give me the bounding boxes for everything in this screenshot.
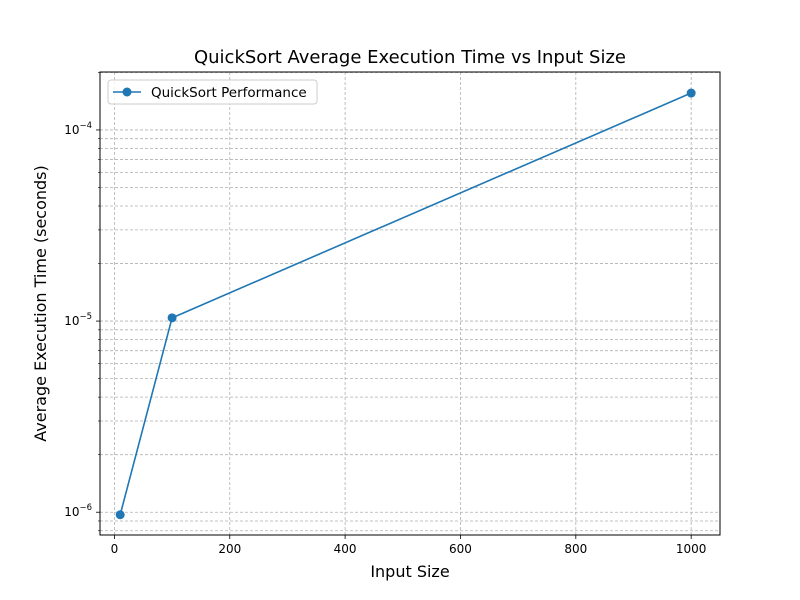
x-tick-label: 400 — [334, 542, 357, 556]
y-tick-label: 10−6 — [64, 503, 92, 519]
legend-box — [107, 79, 318, 105]
x-tick-label: 200 — [218, 542, 241, 556]
y-tick-exponent: −4 — [79, 121, 92, 131]
data-point — [167, 313, 177, 323]
grid — [100, 72, 720, 535]
y-tick-base: 10 — [64, 314, 79, 328]
data-point — [686, 88, 696, 98]
y-tick-label: 10−5 — [64, 312, 92, 328]
legend: QuickSort Performance — [107, 79, 318, 105]
data-point — [115, 510, 125, 520]
chart-title: QuickSort Average Execution Time vs Inpu… — [194, 47, 626, 68]
x-axis-label: Input Size — [370, 562, 449, 581]
x-tick-label: 800 — [564, 542, 587, 556]
x-tick-label: 600 — [449, 542, 472, 556]
series-layer — [115, 88, 696, 520]
legend-marker-swatch — [122, 87, 132, 97]
y-tick-exponent: −5 — [79, 312, 92, 322]
plot-frame — [99, 71, 721, 536]
x-tick-label: 0 — [111, 542, 119, 556]
y-tick-base: 10 — [64, 123, 79, 137]
legend-label: QuickSort Performance — [151, 85, 307, 101]
x-tick-label: 1000 — [676, 542, 707, 556]
y-axis-label: Average Execution Time (seconds) — [31, 165, 50, 442]
y-tick-label: 10−4 — [64, 121, 92, 137]
y-tick-base: 10 — [64, 505, 79, 519]
y-tick-exponent: −6 — [79, 503, 92, 513]
